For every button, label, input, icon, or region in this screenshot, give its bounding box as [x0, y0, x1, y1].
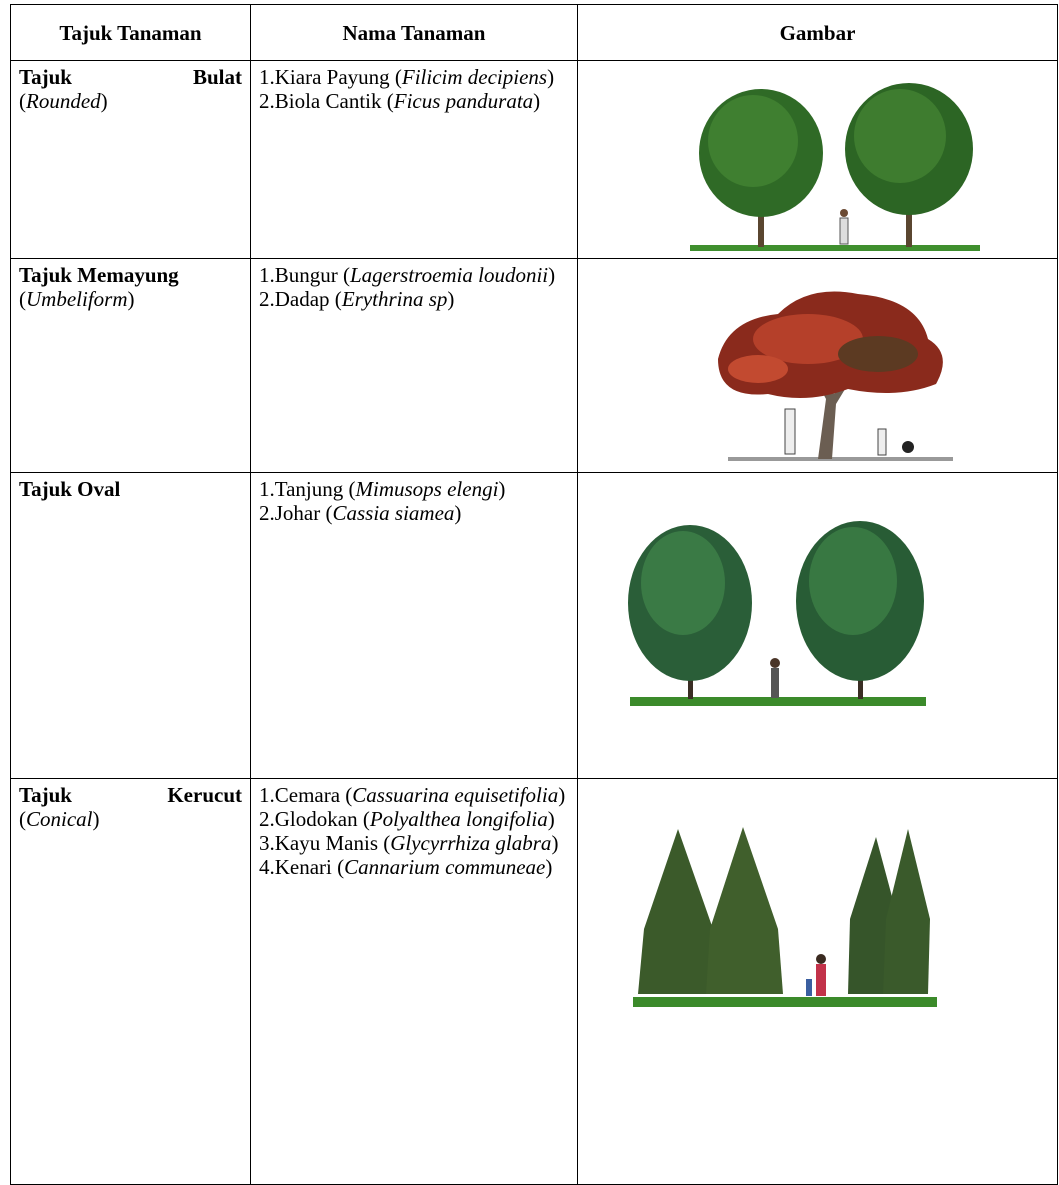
plant-name: Cemara ( — [274, 783, 353, 807]
tree-illustration — [633, 827, 937, 1007]
crown-cell: Tajuk Oval — [10, 472, 251, 779]
plant-text: Tanjung (Mimusops elengi) — [275, 477, 506, 501]
plant-name: Glodokan ( — [274, 807, 370, 831]
tree-illustration — [690, 83, 980, 251]
plant-text: Dadap (Erythrina sp) — [275, 287, 455, 311]
plant-text: Kenari (Cannarium communeae) — [275, 855, 553, 879]
header-row: Tajuk Tanaman Nama Tanaman Gambar — [10, 4, 1058, 61]
plant-number: 2. — [259, 807, 275, 831]
plant-number: 3. — [259, 831, 275, 855]
plants-cell: 1.Tanjung (Mimusops elengi) 2.Johar (Cass… — [250, 472, 578, 779]
crown-title: Tajuk Memayung — [19, 263, 179, 287]
plant-item: 2.Glodokan (Polyalthea longifolia) — [259, 807, 569, 831]
picture-cell — [577, 778, 1058, 1185]
crown-en-open: ( — [19, 807, 26, 831]
plant-item: 2.Dadap (Erythrina sp) — [259, 287, 569, 311]
crown-cell: Tajuk Kerucut (Conical) — [10, 778, 251, 1185]
crown-en-close: ) — [127, 287, 135, 311]
plant-latin: Ficus pandurata — [393, 89, 534, 113]
header-cell: Gambar — [577, 4, 1058, 61]
row: Tajuk Memayung (Umbeliform) 1.Bungur (Lag… — [10, 258, 1058, 473]
plant-number: 2. — [259, 89, 275, 113]
crown-cell: Tajuk Bulat (Rounded) — [10, 60, 251, 259]
plant-close: ) — [447, 287, 455, 311]
plant-close: ) — [548, 263, 556, 287]
plant-table: Tajuk Tanaman Nama Tanaman Gambar Tajuk … — [10, 4, 1058, 1185]
plant-latin: Cannarium communeae — [344, 855, 546, 879]
plant-item: 2.Johar (Cassia siamea) — [259, 501, 569, 525]
plants-cell: 1.Cemara (Cassuarina equisetifolia) 2.Glo… — [250, 778, 578, 1185]
plant-number: 1. — [259, 263, 275, 287]
picture-cell — [577, 472, 1058, 779]
crown-en-close: ) — [100, 89, 108, 113]
plant-name: Dadap ( — [274, 287, 342, 311]
plant-item: 1.Tanjung (Mimusops elengi) — [259, 477, 569, 501]
plant-item: 1.Kiara Payung (Filicim decipiens) — [259, 65, 569, 89]
plant-item: 1.Cemara (Cassuarina equisetifolia) — [259, 783, 569, 807]
crown-title: Tajuk Bulat — [19, 65, 242, 89]
plant-latin: Polyalthea longifolia — [369, 807, 548, 831]
plant-name: Johar ( — [274, 501, 333, 525]
plant-latin: Cassia siamea — [332, 501, 455, 525]
plant-name: Tanjung ( — [274, 477, 356, 501]
plant-latin: Glycyrrhiza glabra — [390, 831, 552, 855]
plant-name: Kayu Manis ( — [274, 831, 391, 855]
crown-en: Rounded — [26, 89, 101, 113]
header-cell: Nama Tanaman — [250, 4, 578, 61]
plant-close: ) — [547, 65, 555, 89]
plant-text: Kiara Payung (Filicim decipiens) — [275, 65, 554, 89]
plant-name: Bungur ( — [274, 263, 350, 287]
plant-close: ) — [454, 501, 462, 525]
plant-close: ) — [498, 477, 506, 501]
plant-latin: Erythrina sp — [341, 287, 448, 311]
plant-item: 4.Kenari (Cannarium communeae) — [259, 855, 569, 879]
crown-en-open: ( — [19, 287, 26, 311]
plant-number: 1. — [259, 65, 275, 89]
plant-text: Glodokan (Polyalthea longifolia) — [275, 807, 555, 831]
plant-latin: Lagerstroemia loudonii — [350, 263, 549, 287]
plant-text: Biola Cantik (Ficus pandurata) — [275, 89, 540, 113]
plant-name: Kenari ( — [274, 855, 345, 879]
plant-close: ) — [551, 831, 559, 855]
row: Tajuk Bulat (Rounded) 1.Kiara Payung (Fil… — [10, 60, 1058, 259]
crown-en-close: ) — [92, 807, 100, 831]
plant-text: Cemara (Cassuarina equisetifolia) — [275, 783, 565, 807]
plant-item: 3.Kayu Manis (Glycyrrhiza glabra) — [259, 831, 569, 855]
crown-en: Umbeliform — [26, 287, 128, 311]
plants-cell: 1.Kiara Payung (Filicim decipiens) 2.Biol… — [250, 60, 578, 259]
plant-close: ) — [558, 783, 566, 807]
plant-name: Biola Cantik ( — [274, 89, 394, 113]
plant-number: 2. — [259, 501, 275, 525]
plant-close: ) — [545, 855, 553, 879]
plant-number: 4. — [259, 855, 275, 879]
crown-cell: Tajuk Memayung (Umbeliform) — [10, 258, 251, 473]
picture-cell — [577, 60, 1058, 259]
crown-title: Tajuk Oval — [19, 477, 121, 501]
plant-latin: Cassuarina equisetifolia — [352, 783, 559, 807]
crown-en-open: ( — [19, 89, 26, 113]
plant-number: 1. — [259, 783, 275, 807]
plant-latin: Mimusops elengi — [355, 477, 499, 501]
plants-cell: 1.Bungur (Lagerstroemia loudonii) 2.Dadap… — [250, 258, 578, 473]
plant-text: Bungur (Lagerstroemia loudonii) — [275, 263, 555, 287]
plant-item: 2.Biola Cantik (Ficus pandurata) — [259, 89, 569, 113]
plant-close: ) — [533, 89, 541, 113]
header-cell: Tajuk Tanaman — [10, 4, 251, 61]
plant-item: 1.Bungur (Lagerstroemia loudonii) — [259, 263, 569, 287]
plant-number: 2. — [259, 287, 275, 311]
plant-text: Johar (Cassia siamea) — [275, 501, 462, 525]
tree-illustration — [718, 291, 953, 461]
plant-text: Kayu Manis (Glycyrrhiza glabra) — [275, 831, 559, 855]
crown-title: Tajuk Kerucut — [19, 783, 242, 807]
row: Tajuk Kerucut (Conical) 1.Cemara (Cassuar… — [10, 778, 1058, 1185]
row: Tajuk Oval 1.Tanjung (Mimusops elengi) 2.… — [10, 472, 1058, 779]
picture-cell — [577, 258, 1058, 473]
plant-number: 1. — [259, 477, 275, 501]
crown-en: Conical — [26, 807, 93, 831]
plant-close: ) — [547, 807, 555, 831]
plant-latin: Filicim decipiens — [401, 65, 548, 89]
tree-illustration — [628, 521, 926, 706]
plant-name: Kiara Payung ( — [274, 65, 402, 89]
